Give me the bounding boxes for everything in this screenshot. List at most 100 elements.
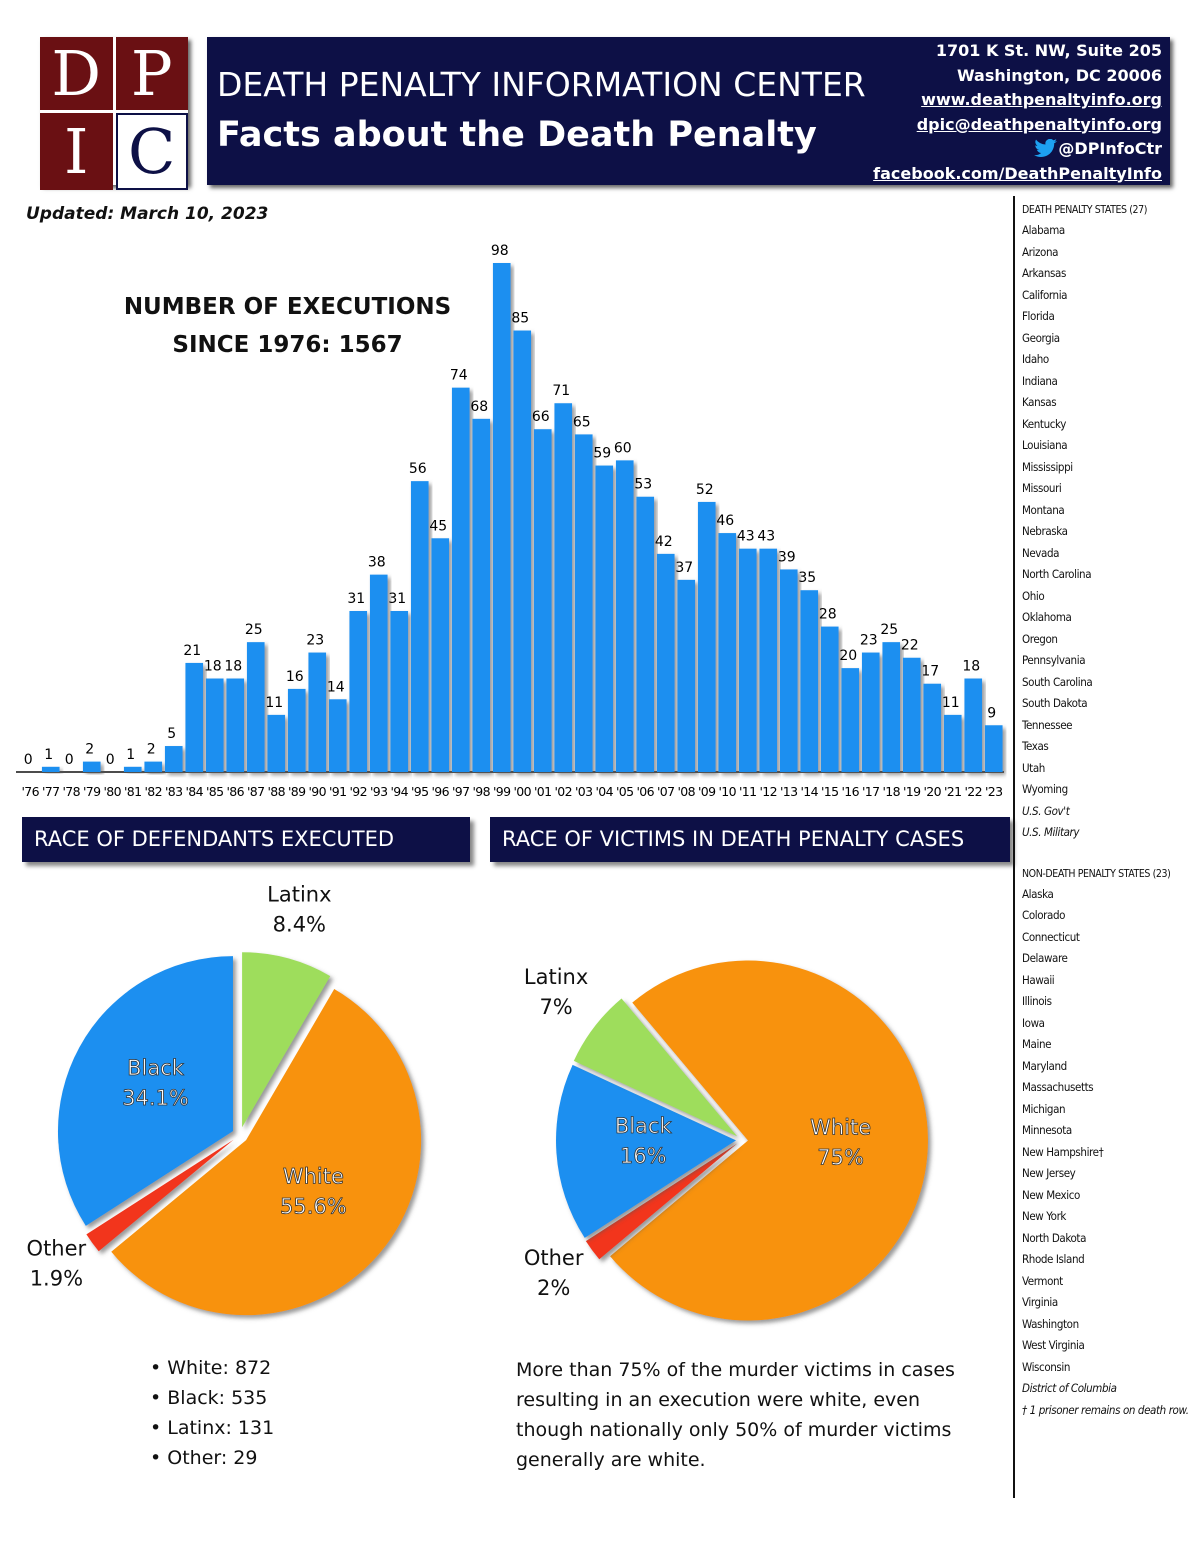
bar (328, 699, 347, 772)
x-tick-label: '82 (144, 784, 162, 799)
divider (1013, 196, 1015, 1498)
bar (964, 678, 983, 772)
state-item: Ohio (1022, 588, 1045, 603)
state-item: Idaho (1022, 352, 1049, 366)
count-item: Other: 29 (150, 1443, 274, 1473)
bar (431, 538, 450, 772)
email-link[interactable]: dpic@deathpenaltyinfo.org (916, 114, 1162, 134)
x-tick-label: '05 (616, 784, 634, 799)
contact: 1701 K St. NW, Suite 205 Washington, DC … (873, 39, 1162, 186)
x-tick-label: '20 (923, 784, 941, 799)
state-item: California (1022, 287, 1068, 302)
state-item: Delaware (1022, 951, 1068, 965)
count-list: White: 872 Black: 535 Latinx: 131 Other:… (150, 1353, 274, 1473)
x-tick-label: '15 (821, 784, 839, 799)
bar (451, 387, 470, 772)
value-label: 25 (880, 622, 898, 638)
bar (246, 642, 265, 772)
state-item: Colorado (1022, 908, 1066, 922)
state-sidebar: DEATH PENALTY STATES (27) Alabama Arizona… (1022, 200, 1192, 1421)
state-item: North Carolina (1022, 567, 1092, 581)
bar (923, 683, 942, 772)
state-item: Hawaii (1022, 972, 1055, 987)
x-tick-label: '88 (267, 784, 285, 799)
bar (185, 662, 204, 772)
x-tick-label: '78 (62, 784, 80, 799)
x-tick-label: '23 (985, 784, 1003, 799)
x-tick-label: '86 (226, 784, 244, 799)
state-item: Texas (1022, 739, 1049, 753)
value-label: 68 (470, 399, 488, 415)
x-tick-label: '14 (800, 784, 818, 799)
state-item: Alabama (1022, 223, 1065, 237)
pie-slice (86, 1139, 234, 1252)
x-tick-label: '04 (595, 784, 613, 799)
count-item: Latinx: 131 (150, 1413, 274, 1443)
state-item: U.S. Gov't (1022, 803, 1070, 818)
x-tick-label: '91 (329, 784, 347, 799)
pie-slice (111, 988, 422, 1316)
x-tick-label: '00 (513, 784, 531, 799)
value-label: 42 (655, 534, 673, 550)
state-list: Alaska Colorado Connecticut Delaware Hawaii I… (1022, 884, 1192, 1379)
state-item: Minnesota (1022, 1123, 1072, 1137)
website-link[interactable]: www.deathpenaltyinfo.org (921, 90, 1162, 109)
slice-value: 34.1% (122, 1086, 189, 1110)
state-item: New Mexico (1022, 1187, 1080, 1202)
slice-label: Black (615, 1114, 673, 1138)
value-label: 65 (573, 414, 591, 430)
count-item: Black: 535 (150, 1383, 274, 1413)
bar (902, 657, 921, 772)
facebook-link[interactable]: facebook.com/DeathPenaltyInfo (873, 163, 1162, 183)
x-tick-label: '16 (841, 784, 859, 799)
slice-value: 8.4% (273, 912, 326, 936)
bar (800, 590, 819, 772)
pie-slice (57, 956, 233, 1226)
charts: 0 '76 1 '77 0 '78 2 '79 0 '80 1 '81 2 '82 5 '83 21 '84 18 '… (16, 243, 1004, 1321)
x-tick-label: '94 (390, 784, 408, 799)
x-tick-label: '06 (636, 784, 654, 799)
x-tick-label: '76 (21, 784, 39, 799)
bar (636, 496, 655, 772)
value-label: 22 (901, 638, 919, 654)
value-label: 46 (716, 513, 734, 529)
bar (287, 688, 306, 772)
bar (144, 761, 163, 772)
state-item: Indiana (1022, 373, 1058, 388)
value-label: 85 (511, 311, 529, 327)
state-item: U.S. Military (1022, 825, 1080, 839)
state-item: Arizona (1022, 244, 1059, 259)
slice-label: Other (27, 1236, 87, 1260)
state-item: Nebraska (1022, 524, 1068, 538)
pie-slice (242, 952, 331, 1128)
bar (841, 668, 860, 772)
value-label: 20 (839, 648, 857, 664)
bar (123, 766, 142, 772)
value-label: 16 (286, 669, 304, 685)
logo-letter: C (115, 113, 188, 190)
x-tick-label: '02 (554, 784, 572, 799)
value-label: 11 (942, 695, 960, 711)
twitter-handle[interactable]: @DPInfoCtr (1058, 139, 1162, 158)
x-tick-label: '19 (903, 784, 921, 799)
state-item: New York (1022, 1209, 1067, 1223)
slice-value: 2% (537, 1276, 570, 1300)
value-label: 0 (106, 752, 115, 768)
x-tick-label: '83 (165, 784, 183, 799)
value-label: 59 (593, 446, 611, 462)
state-item: Oregon (1022, 631, 1058, 646)
value-label: 14 (327, 679, 345, 695)
org-title: DEATH PENALTY INFORMATION CENTER (217, 65, 866, 104)
logo-letter: D (40, 37, 113, 110)
x-tick-label: '03 (575, 784, 593, 799)
slice-label: Black (127, 1056, 185, 1080)
state-item: Maine (1022, 1037, 1052, 1051)
x-tick-label: '09 (698, 784, 716, 799)
value-label: 18 (224, 659, 242, 675)
value-label: 43 (757, 529, 775, 545)
x-tick-label: '92 (349, 784, 367, 799)
slice-value: 1.9% (30, 1266, 83, 1290)
state-list: Alabama Arizona Arkansas California Florida G… (1022, 220, 1192, 844)
state-item: Mississippi (1022, 459, 1073, 474)
x-tick-label: '93 (370, 784, 388, 799)
